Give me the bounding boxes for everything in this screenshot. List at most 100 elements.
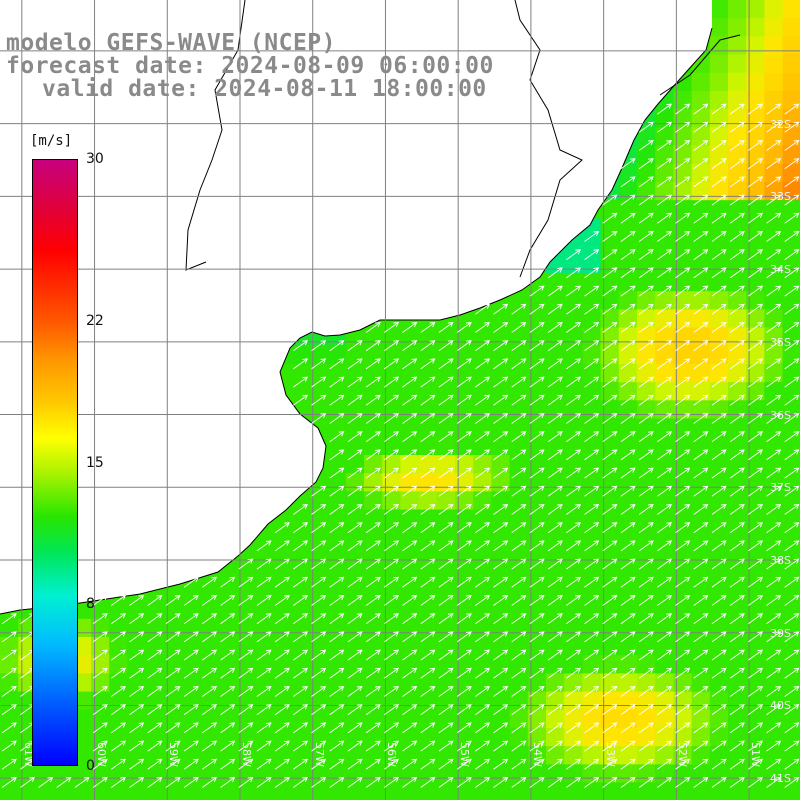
- wind-arrow: [784, 376, 800, 388]
- wind-arrow: [438, 558, 454, 570]
- wind-speed-cell: [782, 309, 800, 329]
- wind-arrow: [657, 340, 673, 352]
- wind-arrow: [347, 412, 363, 424]
- wind-arrow: [365, 376, 381, 388]
- wind-arrow: [475, 558, 491, 570]
- wind-arrow: [329, 704, 345, 716]
- wind-arrow: [111, 704, 127, 716]
- wind-speed-cell: [182, 655, 201, 674]
- wind-speed-cell: [400, 327, 420, 347]
- wind-speed-cell: [491, 673, 511, 693]
- wind-arrow: [1, 667, 17, 679]
- wind-arrow: [475, 376, 491, 388]
- wind-speed-cell: [564, 254, 583, 274]
- wind-arrow: [584, 740, 600, 752]
- wind-arrow: [748, 776, 764, 788]
- wind-arrow: [566, 649, 582, 661]
- wind-arrow: [183, 776, 199, 788]
- wind-speed-cell: [345, 473, 365, 492]
- wind-speed-cell: [418, 564, 438, 583]
- wind-arrow: [748, 340, 764, 352]
- wind-arrow: [511, 667, 527, 679]
- wind-arrow: [711, 358, 727, 370]
- wind-arrow: [693, 103, 709, 115]
- wind-arrow: [748, 558, 764, 570]
- wind-arrow: [657, 649, 673, 661]
- wind-speed-cell: [782, 127, 800, 147]
- wind-arrow: [456, 358, 472, 370]
- wind-speed-cell: [709, 236, 729, 256]
- wind-arrow: [638, 158, 654, 170]
- wind-arrow: [420, 594, 436, 606]
- wind-arrow: [766, 176, 782, 188]
- wind-speed-cell: [691, 709, 711, 729]
- wind-speed-cell: [564, 491, 583, 511]
- wind-speed-cell: [291, 655, 310, 674]
- wind-arrow: [147, 722, 163, 734]
- wind-arrow: [584, 340, 600, 352]
- wind-speed-cell: [254, 582, 274, 602]
- wind-speed-cell: [418, 400, 438, 420]
- wind-speed-cell: [764, 91, 784, 110]
- wind-arrow: [311, 376, 327, 388]
- wind-speed-cell: [18, 782, 37, 800]
- wind-speed-cell: [582, 691, 602, 711]
- wind-speed-cell: [491, 655, 511, 674]
- wind-arrow: [456, 503, 472, 515]
- wind-speed-cell: [564, 691, 583, 711]
- wind-arrow: [711, 704, 727, 716]
- wind-arrow: [675, 685, 691, 697]
- wind-speed-cell: [491, 709, 511, 729]
- wind-arrow: [438, 631, 454, 643]
- wind-speed-cell: [327, 509, 347, 529]
- wind-arrow: [256, 613, 272, 625]
- wind-speed-cell: [582, 309, 602, 329]
- wind-speed-cell: [691, 327, 711, 347]
- wind-arrow: [547, 485, 563, 497]
- wind-arrow: [183, 740, 199, 752]
- wind-arrow: [438, 449, 454, 461]
- wind-arrow: [147, 631, 163, 643]
- wind-speed-cell: [127, 600, 147, 620]
- wind-arrow: [511, 376, 527, 388]
- wind-arrow: [547, 758, 563, 770]
- wind-arrow: [766, 449, 782, 461]
- wind-speed-cell: [200, 782, 219, 800]
- wind-speed-cell: [728, 655, 747, 674]
- wind-speed-cell: [691, 182, 711, 201]
- wind-speed-cell: [200, 709, 219, 729]
- wind-arrow: [456, 667, 472, 679]
- wind-speed-cell: [327, 782, 347, 800]
- wind-arrow: [183, 631, 199, 643]
- wind-speed-cell: [546, 345, 565, 365]
- wind-arrow: [602, 613, 618, 625]
- wind-arrow: [748, 740, 764, 752]
- wind-speed-cell: [218, 582, 238, 602]
- wind-speed-cell: [473, 564, 492, 583]
- wind-speed-cell: [655, 673, 674, 693]
- wind-arrow: [638, 740, 654, 752]
- wind-arrow: [638, 340, 654, 352]
- wind-arrow: [766, 503, 782, 515]
- wind-arrow: [784, 631, 800, 643]
- wind-arrow: [729, 722, 745, 734]
- wind-speed-cell: [218, 691, 238, 711]
- wind-arrow: [420, 467, 436, 479]
- wind-arrow: [675, 649, 691, 661]
- wind-arrow: [766, 358, 782, 370]
- wind-speed-cell: [418, 546, 438, 565]
- wind-speed-cell: [418, 364, 438, 383]
- wind-arrow: [711, 340, 727, 352]
- wind-arrow: [311, 394, 327, 406]
- wind-arrow: [183, 704, 199, 716]
- wind-speed-cell: [345, 746, 365, 765]
- wind-arrow: [638, 758, 654, 770]
- wind-speed-cell: [564, 436, 583, 456]
- wind-arrow: [456, 576, 472, 588]
- wind-speed-cell: [618, 345, 638, 365]
- wind-arrow: [584, 558, 600, 570]
- wind-arrow: [766, 758, 782, 770]
- wind-arrow: [729, 667, 745, 679]
- wind-arrow: [238, 704, 254, 716]
